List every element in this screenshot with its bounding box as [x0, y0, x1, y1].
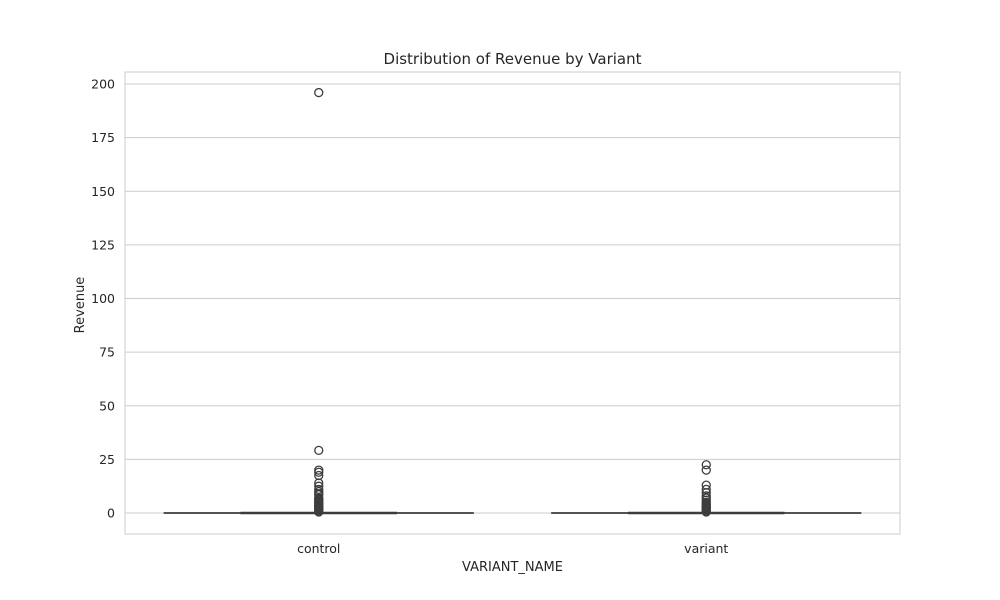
box-variant	[551, 460, 862, 517]
box-control	[163, 87, 474, 517]
y-tick-label: 175	[91, 130, 115, 145]
outlier-point	[701, 507, 711, 517]
y-tick-label: 150	[91, 184, 115, 199]
outlier-point	[701, 465, 711, 475]
y-axis-label: Revenue	[73, 277, 88, 334]
chart-title: Distribution of Revenue by Variant	[384, 50, 642, 68]
outlier-point	[314, 87, 324, 98]
gridlines	[125, 83, 900, 514]
x-tick-label: variant	[684, 541, 728, 556]
y-tick-label: 50	[99, 398, 115, 413]
y-tick-label: 125	[91, 237, 115, 252]
y-tick-labels: 0 25 50 75 100 125 150 175 200	[91, 77, 115, 521]
y-tick-label: 25	[99, 452, 115, 467]
outlier-point	[701, 460, 711, 470]
outlier-point	[314, 467, 324, 477]
y-tick-label: 0	[107, 506, 115, 521]
y-tick-label: 200	[91, 77, 115, 92]
plot-frame	[124, 71, 901, 535]
outlier-point	[314, 445, 324, 456]
x-axis-label: VARIANT_NAME	[462, 560, 563, 575]
x-tick-labels: control variant	[297, 541, 728, 556]
y-tick-label: 75	[99, 345, 115, 360]
x-tick-label: control	[297, 541, 340, 556]
outlier-point	[314, 507, 324, 517]
boxes	[163, 87, 862, 517]
y-tick-label: 100	[91, 291, 115, 306]
